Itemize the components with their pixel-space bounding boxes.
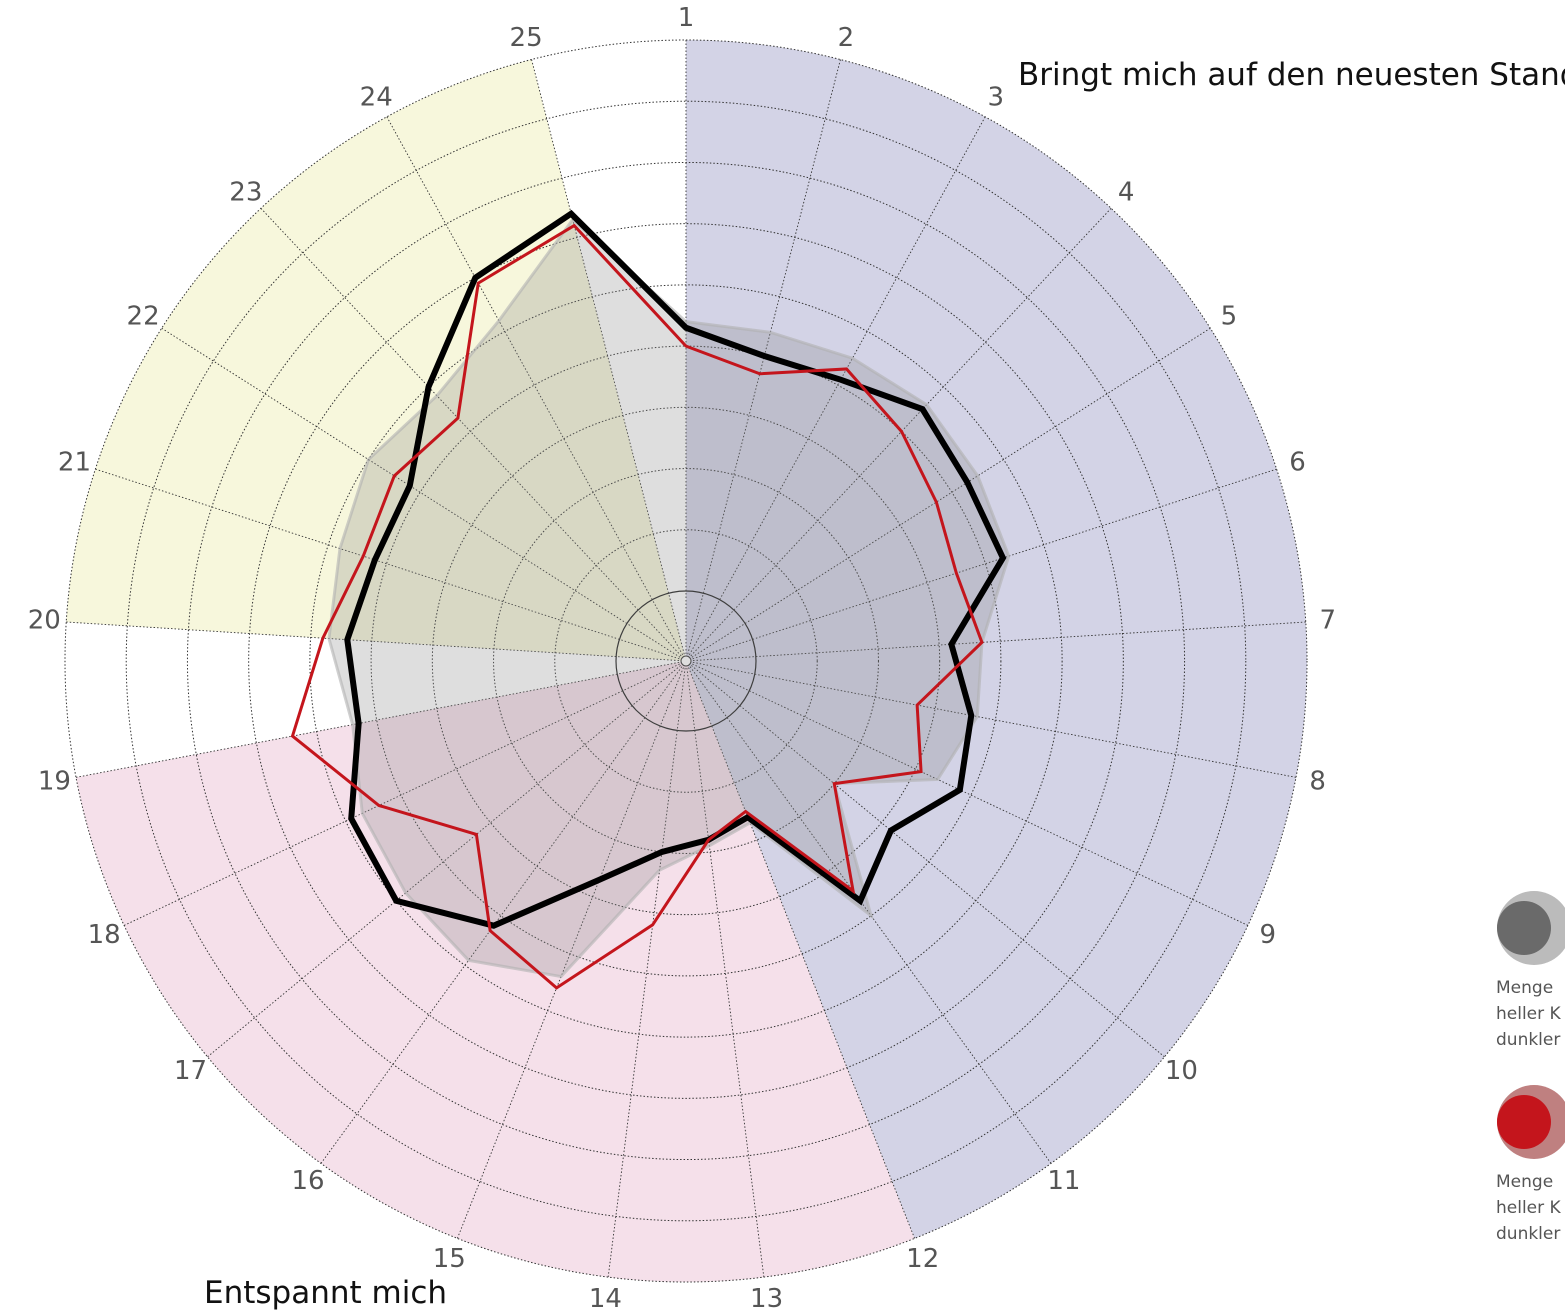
axis-label-24: 24 (360, 83, 393, 113)
legend-text-1-2: heller K (1496, 1004, 1562, 1024)
axis-label-1: 1 (678, 3, 695, 33)
axis-label-21: 21 (58, 447, 91, 477)
legend-swatch-inner-2 (1497, 1095, 1551, 1149)
axis-label-10: 10 (1165, 1056, 1198, 1086)
legend-swatch-inner-1 (1497, 901, 1551, 955)
sector-backgrounds (66, 40, 1308, 1282)
sector-2 (75, 661, 915, 1282)
axis-labels: 1234567891011121314151617181920212223242… (28, 3, 1336, 1314)
axis-label-17: 17 (174, 1056, 207, 1086)
axis-label-18: 18 (88, 920, 121, 950)
legend-text-2-2: heller K (1496, 1198, 1562, 1218)
axis-label-6: 6 (1289, 447, 1306, 477)
grid-ring (431, 406, 941, 916)
axis-label-8: 8 (1309, 766, 1326, 796)
grid-ring (554, 529, 818, 793)
group-label-bottom-left: Entspannt mich (204, 1275, 447, 1311)
sector-1 (686, 40, 1308, 1239)
axis-label-19: 19 (38, 766, 71, 796)
grid-ring (493, 468, 879, 854)
axis-label-11: 11 (1047, 1166, 1080, 1196)
grid-ring (309, 284, 1063, 1038)
axis-label-23: 23 (229, 177, 262, 207)
legend: Menge heller K dunkler Menge heller K dunkler (1496, 891, 1565, 1244)
axis-label-25: 25 (510, 23, 543, 53)
axis-label-4: 4 (1118, 177, 1135, 207)
axis-label-13: 13 (750, 1284, 783, 1314)
grid-ring (370, 345, 1002, 977)
sector-3 (66, 59, 686, 661)
series-3-polygon (290, 223, 984, 990)
axis-label-5: 5 (1221, 301, 1238, 331)
group-label-top-right: Bringt mich auf den neuesten Stand (1018, 57, 1565, 93)
axis-label-22: 22 (127, 301, 160, 331)
grid-ring (125, 100, 1247, 1222)
series-1-polygon (327, 217, 1011, 979)
axis-label-9: 9 (1260, 920, 1277, 950)
grid-ring (248, 223, 1124, 1099)
legend-text-2-3: dunkler (1496, 1224, 1560, 1244)
series-2-polygon (344, 209, 1007, 929)
radar-grid (64, 39, 1308, 1283)
grid-ring (186, 161, 1186, 1161)
axis-label-2: 2 (838, 23, 855, 53)
axis-label-16: 16 (292, 1166, 325, 1196)
series-layer (290, 209, 1011, 990)
axis-label-3: 3 (987, 83, 1004, 113)
axis-label-14: 14 (589, 1284, 622, 1314)
center-dot (680, 655, 692, 667)
legend-text-1-1: Menge (1496, 978, 1553, 998)
legend-text-2-1: Menge (1496, 1172, 1553, 1192)
axis-label-15: 15 (433, 1244, 466, 1274)
axis-label-20: 20 (28, 606, 61, 636)
axis-label-7: 7 (1319, 606, 1336, 636)
legend-text-1-3: dunkler (1496, 1030, 1560, 1050)
axis-label-12: 12 (906, 1244, 939, 1274)
